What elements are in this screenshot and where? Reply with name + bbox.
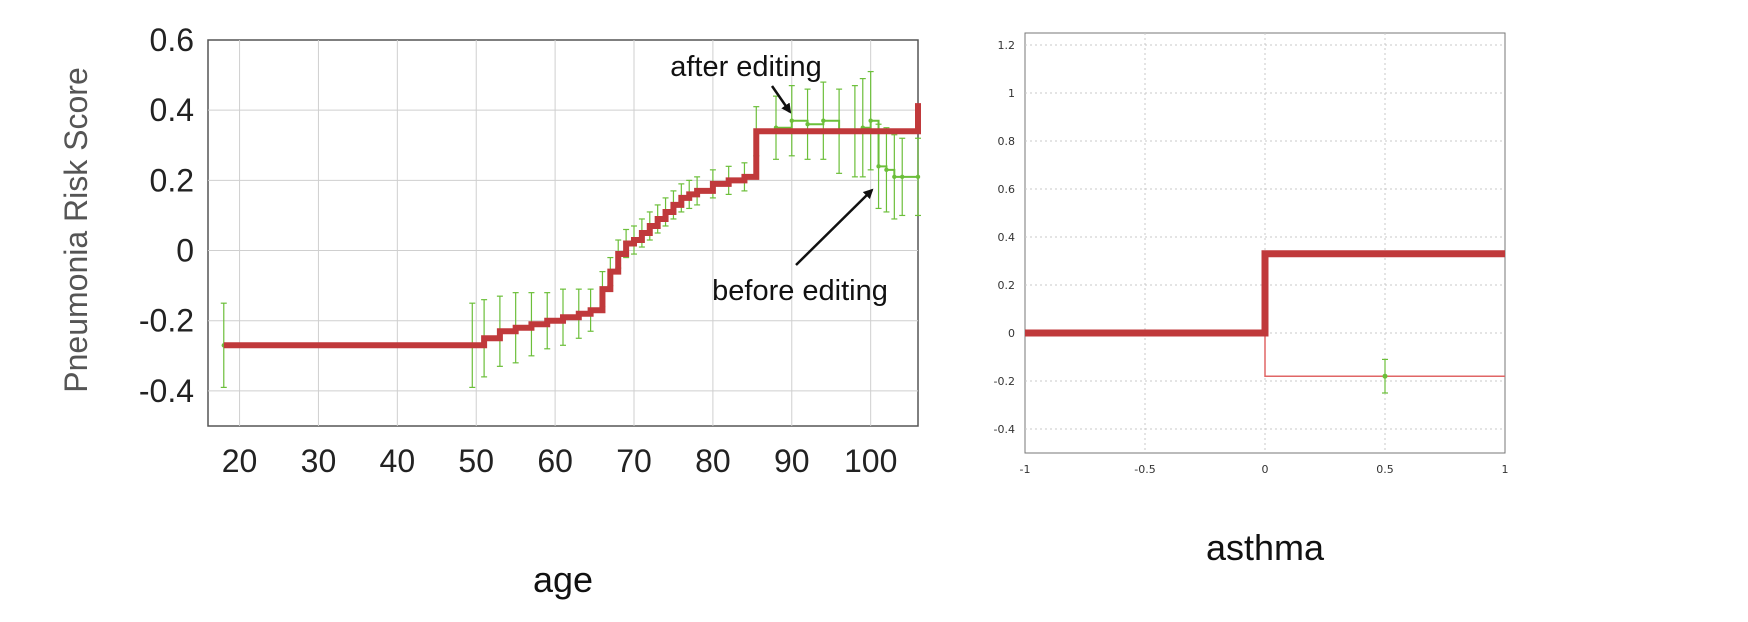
- y-tick-label: 0.6: [998, 183, 1016, 196]
- y-tick-label: 0.4: [150, 92, 194, 128]
- x-tick-label: 40: [380, 443, 416, 479]
- age-plot-area: [207, 39, 919, 427]
- x-tick-label: 60: [537, 443, 573, 479]
- y-tick-label: 1: [1008, 87, 1015, 100]
- x-tick-label: -0.5: [1134, 463, 1155, 476]
- y-tick-label: 0: [176, 233, 194, 269]
- x-tick-label: 0.5: [1376, 463, 1394, 476]
- y-tick-label: 0.2: [998, 279, 1016, 292]
- before-editing-arrow: [795, 188, 874, 266]
- series-line-1: [1025, 250, 1505, 337]
- before-editing-annotation: before editing: [712, 275, 888, 307]
- y-tick-label: 0: [1008, 327, 1015, 340]
- x-tick-label: 1: [1502, 463, 1509, 476]
- age-tick-labels: 20 30 40 50 60 70 80 90 100 -0.4 -0.2 0 0.2 0.4 0.6: [139, 22, 898, 479]
- after-editing-arrow: [770, 85, 792, 114]
- x-tick-label: 70: [616, 443, 652, 479]
- x-tick-label: 50: [458, 443, 494, 479]
- x-tick-label: 100: [844, 443, 897, 479]
- asthma-chart: -1 -0.5 0 0.5 1 -0.4 -0.2 0 0.2 0.4 0.6 0.8 1 1.2 ast…: [994, 32, 1509, 568]
- asthma-x-axis-label: asthma: [1206, 527, 1325, 568]
- age-x-axis-label: age: [533, 559, 593, 600]
- x-tick-label: 0: [1262, 463, 1269, 476]
- y-tick-label: -0.4: [139, 373, 194, 409]
- y-tick-label: -0.2: [994, 375, 1015, 388]
- y-tick-label: 1.2: [998, 39, 1016, 52]
- y-tick-label: -0.2: [139, 303, 194, 339]
- y-tick-label: 0.4: [998, 231, 1016, 244]
- x-tick-label: 20: [222, 443, 258, 479]
- y-tick-label: -0.4: [994, 423, 1015, 436]
- y-tick-label: 0.2: [150, 162, 194, 198]
- data-point: [1382, 373, 1388, 379]
- after-editing-annotation: after editing: [670, 51, 822, 83]
- asthma-points: [1382, 358, 1388, 394]
- y-tick-label: 0.8: [998, 135, 1016, 148]
- x-tick-label: 80: [695, 443, 731, 479]
- x-tick-label: 90: [774, 443, 810, 479]
- x-tick-label: 30: [301, 443, 337, 479]
- series-line-1: [223, 103, 921, 349]
- asthma-tick-labels: -1 -0.5 0 0.5 1 -0.4 -0.2 0 0.2 0.4 0.6 0.8 1 1.2: [994, 39, 1509, 476]
- x-tick-label: -1: [1020, 463, 1031, 476]
- y-tick-label: 0.6: [150, 22, 194, 58]
- age-y-axis-label: Pneumonia Risk Score: [58, 67, 94, 392]
- age-lines: [223, 103, 921, 349]
- age-chart: 20 30 40 50 60 70 80 90 100 -0.4 -0.2 0 0.2 0.4 0.6 ag…: [58, 22, 921, 600]
- asthma-gridlines: [1025, 33, 1505, 453]
